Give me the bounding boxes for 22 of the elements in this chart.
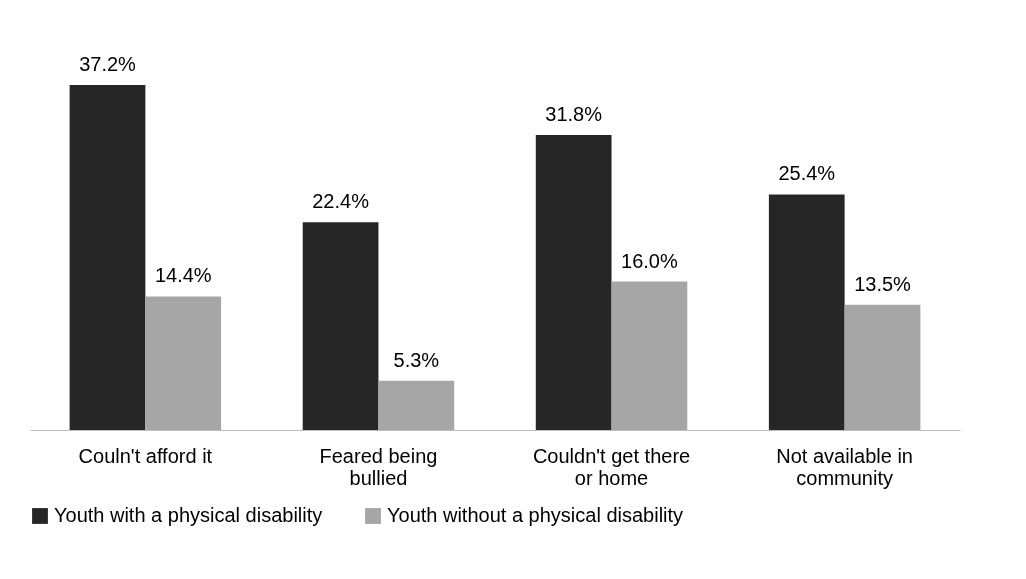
bar: [535, 135, 612, 430]
bar: [378, 380, 455, 430]
x-tick-label: Feared being bullied: [319, 444, 438, 489]
legend-label: Youth with a physical disability: [54, 504, 323, 526]
data-label: 22.4%: [312, 190, 370, 213]
x-tick-label: Couln't afford it: [78, 444, 213, 467]
data-label: 25.4%: [778, 162, 836, 185]
bar: [611, 281, 688, 430]
data-label: 37.2%: [79, 53, 137, 75]
x-tick-label: Couldn't get there or home: [532, 444, 691, 489]
bar: [69, 85, 146, 430]
data-label: 5.3%: [393, 348, 440, 371]
x-tick-label: Not available in community: [776, 444, 913, 489]
bar: [844, 304, 921, 430]
data-label: 13.5%: [854, 272, 912, 295]
bar: [768, 194, 845, 430]
data-label: 16.0%: [621, 249, 678, 272]
data-label: 14.4%: [154, 264, 212, 287]
legend-label: Youth without a physical disability: [387, 504, 684, 526]
bar: [145, 296, 222, 430]
data-label: 31.8%: [545, 103, 603, 126]
bar: [302, 222, 379, 430]
